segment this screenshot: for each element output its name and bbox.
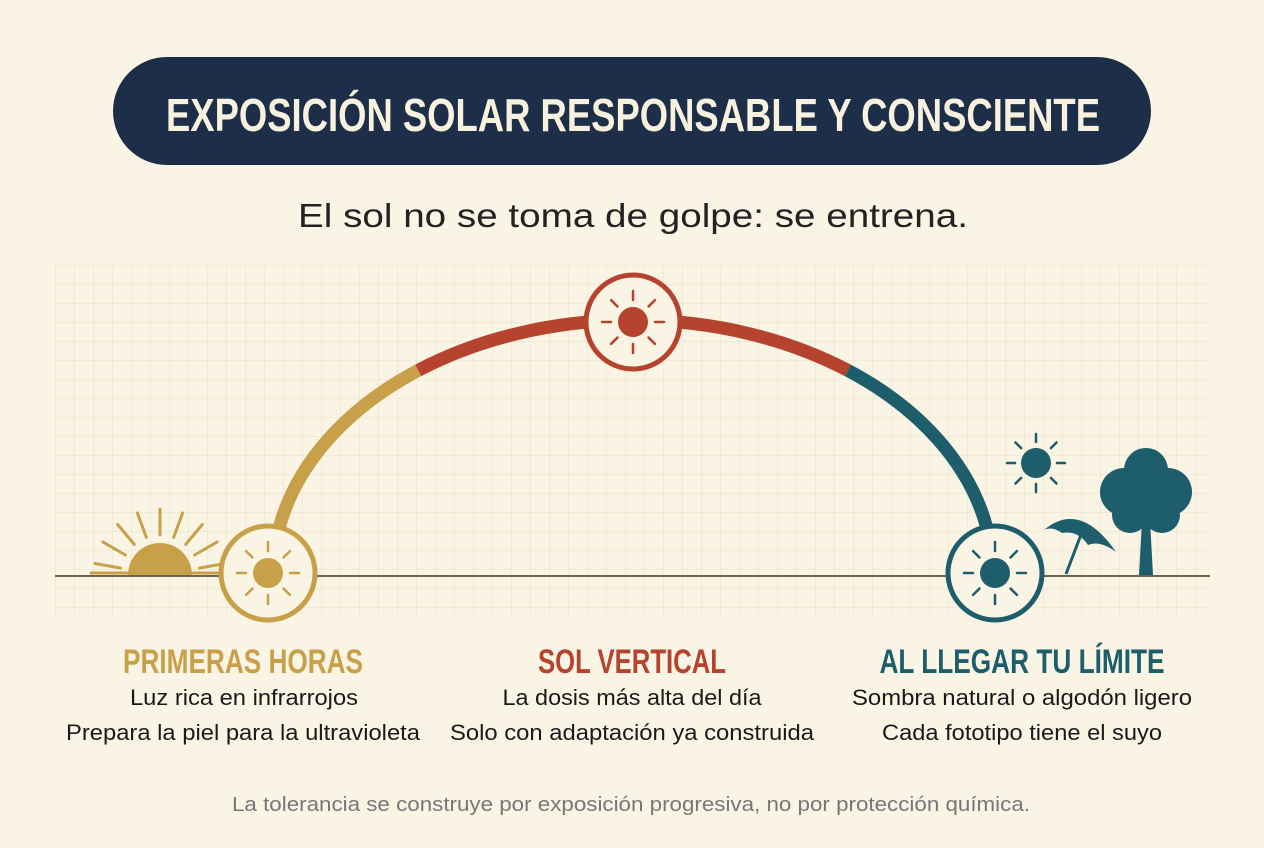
stage-line: Luz rica en infrarrojos — [130, 685, 358, 710]
sun-ray — [1049, 476, 1058, 485]
stage-heading: PRIMERAS HORAS — [123, 643, 363, 681]
small-sun — [1005, 432, 1067, 494]
stage-line: Prepara la piel para la ultravioleta — [66, 720, 421, 745]
sun-badge — [945, 523, 1045, 623]
stage-line: Sombra natural o algodón ligero — [852, 685, 1192, 710]
sun-badge — [218, 523, 318, 623]
sun-ray — [647, 336, 657, 346]
sun-ray — [184, 522, 204, 546]
umbrella-icon — [1044, 519, 1116, 575]
stage-line: La dosis más alta del día — [503, 685, 763, 710]
sun-ray — [971, 587, 981, 597]
stage-line: Cada fototipo tiene el suyo — [882, 720, 1162, 745]
sun-ray — [1049, 441, 1058, 450]
sun-ray — [609, 336, 619, 346]
sun-ray — [116, 522, 136, 546]
sun-ray — [1014, 476, 1023, 485]
sun-ray — [609, 298, 619, 308]
sun-ray — [135, 511, 148, 539]
title-pill — [113, 57, 1151, 165]
sun-ray — [244, 549, 254, 559]
title: EXPOSICIÓN SOLAR RESPONSABLE Y CONSCIENT… — [166, 89, 1100, 141]
sun-core — [980, 558, 1010, 588]
sun-badge — [583, 272, 683, 372]
stage-heading: AL LLEGAR TU LÍMITE — [880, 643, 1165, 681]
subtitle: El sol no se toma de golpe: se entrena. — [298, 197, 968, 234]
sun-ray — [971, 549, 981, 559]
sun-core — [1021, 448, 1051, 478]
sun-ray — [244, 587, 254, 597]
stage-texts: PRIMERAS HORAS Luz rica en infrarrojos P… — [66, 643, 1192, 745]
stage-line: Solo con adaptación ya construida — [450, 720, 815, 745]
sunrise-icon — [90, 507, 227, 575]
sun-ray — [93, 562, 123, 570]
sun-ray — [193, 540, 219, 557]
sun-ray — [647, 298, 657, 308]
sun-ray — [172, 511, 185, 539]
sun-ray — [282, 587, 292, 597]
sun-ray — [1014, 441, 1023, 450]
sun-ray — [1009, 549, 1019, 559]
sun-ray — [282, 549, 292, 559]
sun-ray — [101, 540, 127, 557]
sun-ray — [1009, 587, 1019, 597]
tree-icon — [1100, 448, 1192, 575]
arc-morning — [273, 364, 422, 529]
stage-heading: SOL VERTICAL — [538, 643, 726, 681]
footer: La tolerancia se construye por exposició… — [232, 794, 1030, 816]
sun-core — [618, 307, 648, 337]
arc-evening — [844, 364, 993, 529]
sun-core — [253, 558, 283, 588]
